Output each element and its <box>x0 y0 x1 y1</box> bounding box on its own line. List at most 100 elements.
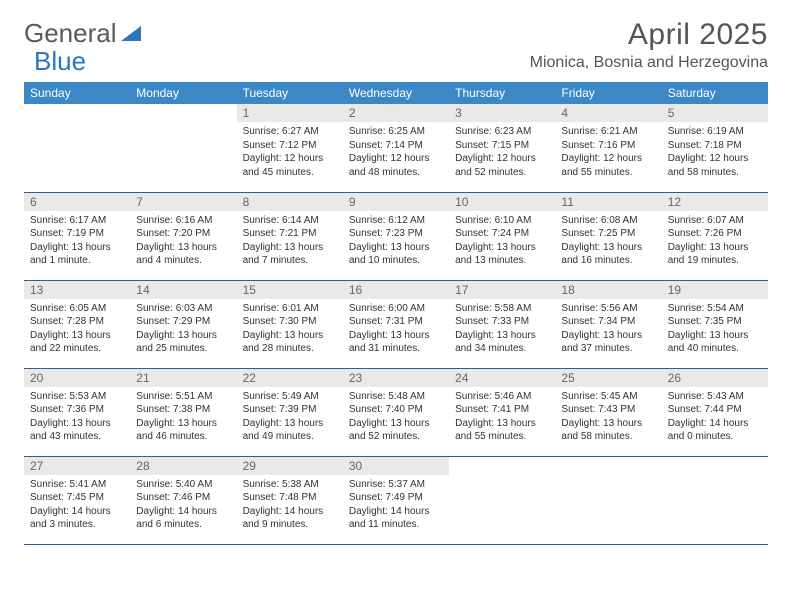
sunset-line: Sunset: 7:38 PM <box>136 403 230 417</box>
calendar-empty-cell <box>24 104 130 192</box>
sunrise-line: Sunrise: 6:25 AM <box>349 125 443 139</box>
calendar-day-cell: 10Sunrise: 6:10 AMSunset: 7:24 PMDayligh… <box>449 192 555 280</box>
sunset-line: Sunset: 7:34 PM <box>561 315 655 329</box>
sunset-line: Sunset: 7:45 PM <box>30 491 124 505</box>
sunset-line: Sunset: 7:41 PM <box>455 403 549 417</box>
day-details: Sunrise: 6:19 AMSunset: 7:18 PMDaylight:… <box>662 122 768 183</box>
calendar-day-cell: 8Sunrise: 6:14 AMSunset: 7:21 PMDaylight… <box>237 192 343 280</box>
day-number: 28 <box>130 457 236 475</box>
calendar-day-cell: 7Sunrise: 6:16 AMSunset: 7:20 PMDaylight… <box>130 192 236 280</box>
sunrise-line: Sunrise: 5:37 AM <box>349 478 443 492</box>
sunrise-line: Sunrise: 6:23 AM <box>455 125 549 139</box>
sunrise-line: Sunrise: 5:49 AM <box>243 390 337 404</box>
sunrise-line: Sunrise: 6:08 AM <box>561 214 655 228</box>
calendar-empty-cell <box>662 456 768 544</box>
day-number: 6 <box>24 193 130 211</box>
day-details: Sunrise: 5:45 AMSunset: 7:43 PMDaylight:… <box>555 387 661 448</box>
weekday-header: Saturday <box>662 82 768 104</box>
daylight-line: Daylight: 13 hours and 22 minutes. <box>30 329 124 356</box>
daylight-line: Daylight: 13 hours and 40 minutes. <box>668 329 762 356</box>
sunset-line: Sunset: 7:23 PM <box>349 227 443 241</box>
day-number: 10 <box>449 193 555 211</box>
brand-part2: Blue <box>34 46 86 76</box>
day-details: Sunrise: 6:08 AMSunset: 7:25 PMDaylight:… <box>555 211 661 272</box>
calendar-day-cell: 18Sunrise: 5:56 AMSunset: 7:34 PMDayligh… <box>555 280 661 368</box>
day-number: 15 <box>237 281 343 299</box>
day-details: Sunrise: 5:56 AMSunset: 7:34 PMDaylight:… <box>555 299 661 360</box>
day-details: Sunrise: 5:38 AMSunset: 7:48 PMDaylight:… <box>237 475 343 536</box>
day-details: Sunrise: 5:53 AMSunset: 7:36 PMDaylight:… <box>24 387 130 448</box>
calendar-day-cell: 12Sunrise: 6:07 AMSunset: 7:26 PMDayligh… <box>662 192 768 280</box>
calendar-day-cell: 30Sunrise: 5:37 AMSunset: 7:49 PMDayligh… <box>343 456 449 544</box>
daylight-line: Daylight: 13 hours and 19 minutes. <box>668 241 762 268</box>
day-details: Sunrise: 6:25 AMSunset: 7:14 PMDaylight:… <box>343 122 449 183</box>
location-subtitle: Mionica, Bosnia and Herzegovina <box>530 54 768 72</box>
sunrise-line: Sunrise: 5:51 AM <box>136 390 230 404</box>
calendar-empty-cell <box>449 456 555 544</box>
sunrise-line: Sunrise: 5:54 AM <box>668 302 762 316</box>
daylight-line: Daylight: 12 hours and 58 minutes. <box>668 152 762 179</box>
daylight-line: Daylight: 12 hours and 45 minutes. <box>243 152 337 179</box>
sunrise-line: Sunrise: 5:48 AM <box>349 390 443 404</box>
day-details: Sunrise: 5:54 AMSunset: 7:35 PMDaylight:… <box>662 299 768 360</box>
sunrise-line: Sunrise: 6:01 AM <box>243 302 337 316</box>
weekday-header: Tuesday <box>237 82 343 104</box>
day-number: 8 <box>237 193 343 211</box>
daylight-line: Daylight: 13 hours and 58 minutes. <box>561 417 655 444</box>
daylight-line: Daylight: 13 hours and 13 minutes. <box>455 241 549 268</box>
day-number: 5 <box>662 104 768 122</box>
sunset-line: Sunset: 7:28 PM <box>30 315 124 329</box>
sunset-line: Sunset: 7:36 PM <box>30 403 124 417</box>
sunrise-line: Sunrise: 6:03 AM <box>136 302 230 316</box>
day-details: Sunrise: 6:23 AMSunset: 7:15 PMDaylight:… <box>449 122 555 183</box>
calendar-empty-cell <box>130 104 236 192</box>
daylight-line: Daylight: 13 hours and 34 minutes. <box>455 329 549 356</box>
calendar-day-cell: 13Sunrise: 6:05 AMSunset: 7:28 PMDayligh… <box>24 280 130 368</box>
daylight-line: Daylight: 13 hours and 1 minute. <box>30 241 124 268</box>
day-number: 29 <box>237 457 343 475</box>
sunset-line: Sunset: 7:30 PM <box>243 315 337 329</box>
sunset-line: Sunset: 7:26 PM <box>668 227 762 241</box>
sunset-line: Sunset: 7:20 PM <box>136 227 230 241</box>
day-number: 22 <box>237 369 343 387</box>
calendar-day-cell: 26Sunrise: 5:43 AMSunset: 7:44 PMDayligh… <box>662 368 768 456</box>
calendar-day-cell: 17Sunrise: 5:58 AMSunset: 7:33 PMDayligh… <box>449 280 555 368</box>
calendar-week-row: 6Sunrise: 6:17 AMSunset: 7:19 PMDaylight… <box>24 192 768 280</box>
sunrise-line: Sunrise: 6:27 AM <box>243 125 337 139</box>
calendar-day-cell: 29Sunrise: 5:38 AMSunset: 7:48 PMDayligh… <box>237 456 343 544</box>
daylight-line: Daylight: 13 hours and 28 minutes. <box>243 329 337 356</box>
day-number: 3 <box>449 104 555 122</box>
sunrise-line: Sunrise: 6:19 AM <box>668 125 762 139</box>
daylight-line: Daylight: 13 hours and 10 minutes. <box>349 241 443 268</box>
sunrise-line: Sunrise: 5:43 AM <box>668 390 762 404</box>
weekday-header: Monday <box>130 82 236 104</box>
weekday-header: Wednesday <box>343 82 449 104</box>
calendar-week-row: 13Sunrise: 6:05 AMSunset: 7:28 PMDayligh… <box>24 280 768 368</box>
calendar-day-cell: 4Sunrise: 6:21 AMSunset: 7:16 PMDaylight… <box>555 104 661 192</box>
sunrise-line: Sunrise: 6:05 AM <box>30 302 124 316</box>
daylight-line: Daylight: 13 hours and 4 minutes. <box>136 241 230 268</box>
day-number: 7 <box>130 193 236 211</box>
calendar-day-cell: 22Sunrise: 5:49 AMSunset: 7:39 PMDayligh… <box>237 368 343 456</box>
calendar-day-cell: 9Sunrise: 6:12 AMSunset: 7:23 PMDaylight… <box>343 192 449 280</box>
daylight-line: Daylight: 14 hours and 6 minutes. <box>136 505 230 532</box>
day-details: Sunrise: 5:51 AMSunset: 7:38 PMDaylight:… <box>130 387 236 448</box>
day-number: 27 <box>24 457 130 475</box>
sunrise-line: Sunrise: 6:00 AM <box>349 302 443 316</box>
calendar-day-cell: 28Sunrise: 5:40 AMSunset: 7:46 PMDayligh… <box>130 456 236 544</box>
sunset-line: Sunset: 7:24 PM <box>455 227 549 241</box>
day-details: Sunrise: 5:49 AMSunset: 7:39 PMDaylight:… <box>237 387 343 448</box>
day-number: 16 <box>343 281 449 299</box>
day-number: 25 <box>555 369 661 387</box>
page-header: General Blue April 2025 Mionica, Bosnia … <box>24 18 768 72</box>
day-details: Sunrise: 6:17 AMSunset: 7:19 PMDaylight:… <box>24 211 130 272</box>
sunset-line: Sunset: 7:12 PM <box>243 139 337 153</box>
weekday-header: Sunday <box>24 82 130 104</box>
sunset-line: Sunset: 7:39 PM <box>243 403 337 417</box>
calendar-day-cell: 2Sunrise: 6:25 AMSunset: 7:14 PMDaylight… <box>343 104 449 192</box>
weekday-header: Thursday <box>449 82 555 104</box>
sunset-line: Sunset: 7:16 PM <box>561 139 655 153</box>
sunset-line: Sunset: 7:48 PM <box>243 491 337 505</box>
sunset-line: Sunset: 7:29 PM <box>136 315 230 329</box>
sunset-line: Sunset: 7:14 PM <box>349 139 443 153</box>
